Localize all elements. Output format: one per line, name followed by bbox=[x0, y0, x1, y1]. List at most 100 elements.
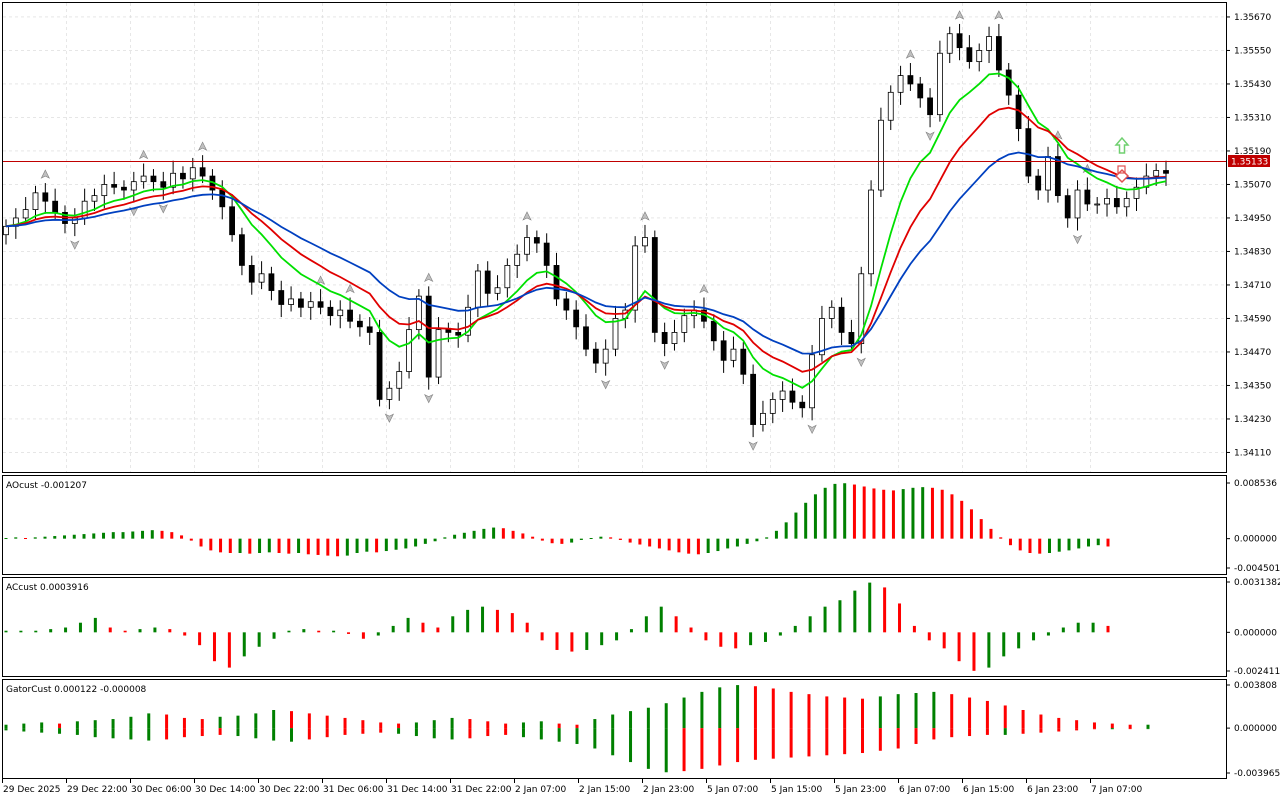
sub-axes: 0.008536 0.000000 -0.004501 0.0031382 0.0000… bbox=[1226, 479, 1280, 779]
gator-lower-bar bbox=[521, 728, 525, 738]
gator-lower-bar bbox=[1110, 728, 1114, 730]
histogram-bar bbox=[540, 632, 544, 641]
histogram-bar bbox=[272, 632, 276, 639]
gator-upper-bar bbox=[200, 719, 204, 729]
time-tick-label: 6 Jan 15:00 bbox=[963, 785, 1015, 795]
gator-upper-bar bbox=[950, 694, 954, 729]
candle-body bbox=[199, 167, 206, 177]
gator-lower-bar bbox=[896, 728, 900, 749]
axis-tick-label: -0.004501 bbox=[1234, 564, 1280, 574]
histogram-bar bbox=[1047, 538, 1051, 553]
candle-body bbox=[317, 301, 324, 308]
price-tick-label: 1.35430 bbox=[1234, 80, 1271, 90]
histogram-bar bbox=[862, 486, 866, 539]
gator-lower-bar bbox=[771, 728, 775, 759]
gator-upper-bar bbox=[914, 693, 918, 729]
histogram-bar bbox=[391, 625, 395, 633]
candle-body bbox=[415, 295, 422, 331]
candle-body bbox=[484, 270, 491, 294]
candle-body bbox=[740, 348, 747, 375]
histogram-bar bbox=[287, 630, 291, 633]
candle-body bbox=[976, 50, 983, 63]
candle-body bbox=[1153, 170, 1160, 177]
histogram-bar bbox=[345, 538, 349, 556]
candle-body bbox=[1163, 170, 1169, 174]
candle-body bbox=[1054, 156, 1061, 197]
ac-panel[interactable] bbox=[2, 577, 1227, 677]
histogram-bar bbox=[784, 522, 788, 539]
histogram-bar bbox=[170, 532, 174, 539]
candle-body bbox=[52, 200, 59, 213]
candle-body bbox=[799, 401, 806, 409]
histogram-bar bbox=[531, 536, 535, 539]
gator-lower-bar bbox=[397, 728, 401, 734]
candle-body bbox=[366, 326, 373, 333]
candle-body bbox=[376, 332, 383, 400]
histogram-bar bbox=[4, 630, 8, 633]
candle-body bbox=[1035, 175, 1042, 191]
candle-body bbox=[681, 315, 688, 333]
gator-panel[interactable] bbox=[2, 679, 1227, 779]
fractal-down-icon bbox=[807, 424, 817, 435]
ao-panel[interactable] bbox=[2, 475, 1227, 575]
price-tick-label: 1.34950 bbox=[1234, 214, 1271, 224]
candle-body bbox=[838, 306, 845, 333]
candle-body bbox=[720, 340, 727, 361]
candle-body bbox=[1123, 198, 1130, 208]
candle-body bbox=[268, 273, 275, 291]
gator-lower-bar bbox=[272, 728, 276, 741]
histogram-bar bbox=[501, 528, 505, 539]
histogram-bar bbox=[1002, 632, 1006, 657]
gator-lower-bar bbox=[40, 728, 44, 733]
histogram-bar bbox=[525, 622, 529, 633]
candle-body bbox=[445, 329, 452, 333]
candle-body bbox=[140, 175, 147, 183]
time-tick-label: 29 Dec 22:00 bbox=[67, 785, 128, 795]
histogram-bar bbox=[53, 536, 57, 539]
gator-upper-bar bbox=[629, 711, 633, 729]
time-axis: 29 Dec 2025 29 Dec 22:00 30 Dec 06:00 30 De… bbox=[2, 779, 1143, 795]
gator-lower-bar bbox=[361, 728, 365, 734]
price-tick-label: 1.34230 bbox=[1234, 415, 1271, 425]
gator-upper-bar bbox=[361, 720, 365, 729]
candle-body bbox=[465, 306, 471, 336]
histogram-bar bbox=[414, 538, 418, 547]
histogram-bar bbox=[813, 494, 817, 539]
main-panel[interactable] bbox=[2, 2, 1227, 473]
gator-upper-bar bbox=[111, 719, 115, 729]
candle-body bbox=[170, 172, 177, 188]
gator-lower-bar bbox=[254, 728, 258, 739]
ac-title: ACcust 0.0003916 bbox=[6, 583, 89, 593]
histogram-bar bbox=[336, 538, 340, 557]
gator-lower-bar bbox=[968, 728, 972, 737]
histogram-bar bbox=[942, 632, 946, 649]
histogram-bar bbox=[1032, 632, 1036, 641]
candle-body bbox=[819, 318, 825, 356]
histogram-bar bbox=[882, 489, 886, 539]
gator-lower-bar bbox=[379, 728, 383, 733]
histogram-bar bbox=[472, 530, 476, 539]
ma-fast-line bbox=[5, 72, 1167, 389]
candle-body bbox=[543, 242, 550, 266]
fractal-down-icon bbox=[424, 393, 434, 404]
gator-upper-bar bbox=[290, 711, 293, 729]
histogram-bar bbox=[297, 538, 301, 553]
histogram-bar bbox=[153, 627, 157, 633]
candle-body bbox=[927, 97, 933, 116]
fractal-up-icon bbox=[138, 149, 149, 160]
gator-lower-bar bbox=[914, 728, 918, 744]
gator-upper-bar bbox=[807, 694, 811, 729]
gator-lower-bar bbox=[1092, 728, 1096, 730]
gator-lower-bar bbox=[753, 728, 757, 760]
histogram-bar bbox=[838, 600, 842, 633]
price-tick-label: 1.34710 bbox=[1234, 281, 1271, 291]
fractal-down-icon bbox=[659, 360, 670, 370]
candle-body bbox=[455, 332, 462, 336]
candle-body bbox=[1113, 198, 1120, 208]
histogram-bar bbox=[511, 530, 515, 539]
histogram-bar bbox=[375, 538, 379, 553]
histogram-bar bbox=[49, 629, 53, 633]
histogram-bar bbox=[911, 487, 915, 539]
axis-tick-label: 0.000000 bbox=[1234, 628, 1277, 638]
